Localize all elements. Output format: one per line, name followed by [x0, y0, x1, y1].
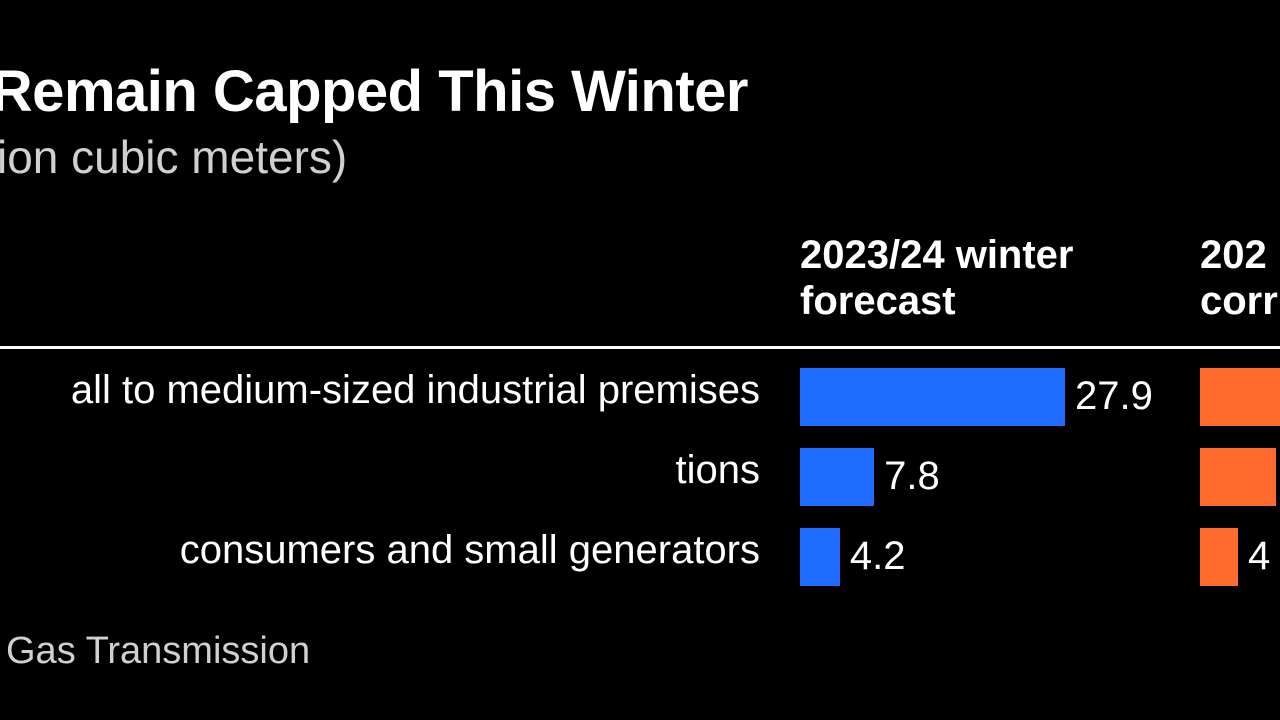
- column-header-line2: forecast: [800, 278, 1074, 324]
- row-label: tions: [676, 448, 761, 493]
- bar-value: 4.2: [850, 534, 906, 579]
- bar: [800, 368, 1065, 426]
- bar-value: 27.9: [1075, 374, 1153, 419]
- chart-subtitle: key sectors (billion cubic meters): [0, 130, 347, 184]
- column-header-0: 2023/24 winterforecast: [800, 232, 1074, 324]
- column-header-1: 202corr: [1200, 232, 1278, 324]
- bar-value: 7.8: [884, 454, 940, 499]
- bar-value: 4: [1248, 534, 1270, 579]
- column-header-line1: 2023/24 winter: [800, 232, 1074, 278]
- column-header-line1: 202: [1200, 232, 1278, 278]
- header-divider: [0, 346, 1280, 349]
- bar: [1200, 368, 1280, 426]
- row-label: all to medium-sized industrial premises: [71, 368, 760, 413]
- chart-title: Demand to Remain Capped This Winter: [0, 58, 748, 125]
- bar: [1200, 448, 1276, 506]
- bar: [800, 448, 874, 506]
- bar: [1200, 528, 1238, 586]
- column-header-line2: corr: [1200, 278, 1278, 324]
- row-label: consumers and small generators: [180, 528, 760, 573]
- source-text: Gas Transmission: [6, 630, 310, 673]
- bar: [800, 528, 840, 586]
